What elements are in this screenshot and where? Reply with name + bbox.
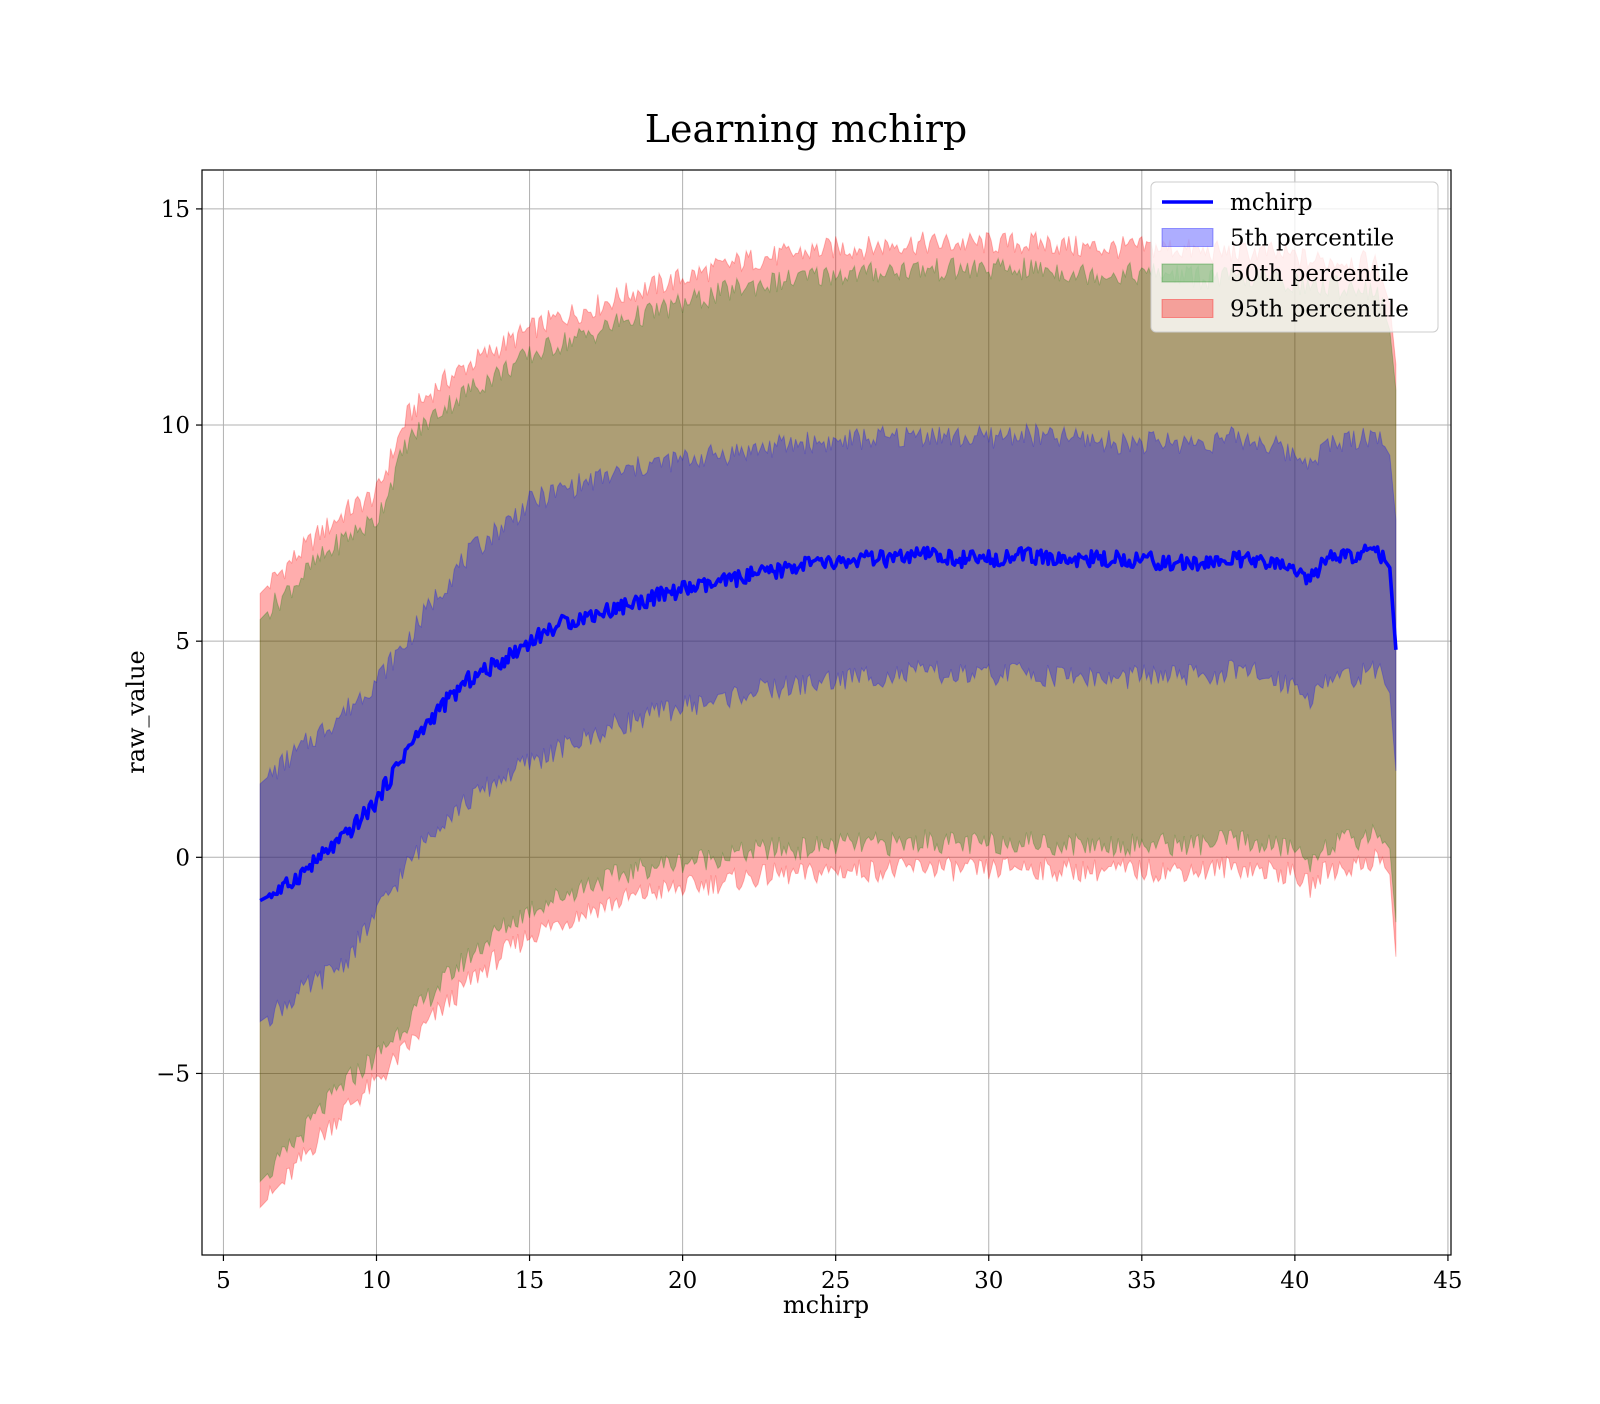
y-axis-ticks: −5 0 5 10 15 (156, 197, 202, 1087)
legend-swatch-5th-percentile (1161, 228, 1214, 247)
y-tick-label: 5 (175, 629, 190, 655)
legend-label: mchirp (1230, 190, 1313, 216)
x-tick-label: 45 (1433, 1268, 1462, 1294)
legend-swatch-50th-percentile (1161, 263, 1214, 283)
band-95th-percentile (259, 230, 1397, 1209)
legend-label: 50th percentile (1230, 261, 1409, 287)
legend-box (1150, 181, 1439, 333)
legend: mchirp 5th percentile 50th percentile 95th … (1150, 181, 1439, 333)
y-tick-label: 10 (161, 413, 190, 439)
y-tick-label: −5 (156, 1061, 190, 1087)
x-axis-label: mchirp (783, 1291, 869, 1319)
band-50th-percentile (259, 257, 1397, 1183)
legend-label: 5th percentile (1230, 226, 1394, 252)
legend-swatch-95th-percentile (1161, 299, 1214, 318)
chart-title: Learning mchirp (645, 107, 967, 151)
x-tick-label: 10 (362, 1268, 391, 1294)
y-tick-label: 15 (161, 197, 190, 223)
x-tick-label: 20 (668, 1268, 697, 1294)
legend-label: 95th percentile (1230, 297, 1409, 323)
series-lines (259, 543, 1398, 903)
x-tick-label: 5 (216, 1268, 231, 1294)
y-axis-label: raw_value (122, 650, 150, 774)
x-tick-label: 40 (1280, 1268, 1309, 1294)
line-mchirp (259, 543, 1398, 903)
x-tick-label: 15 (515, 1268, 544, 1294)
x-tick-label: 25 (821, 1268, 850, 1294)
y-tick-label: 0 (175, 845, 190, 871)
percentile-bands (259, 230, 1397, 1209)
plot-frame (201, 169, 1452, 1256)
band-5th-percentile (259, 422, 1397, 1028)
x-tick-label: 35 (1127, 1268, 1156, 1294)
x-tick-label: 30 (974, 1268, 1003, 1294)
x-axis-ticks: 5 10 15 20 25 30 35 40 45 (216, 1255, 1463, 1294)
